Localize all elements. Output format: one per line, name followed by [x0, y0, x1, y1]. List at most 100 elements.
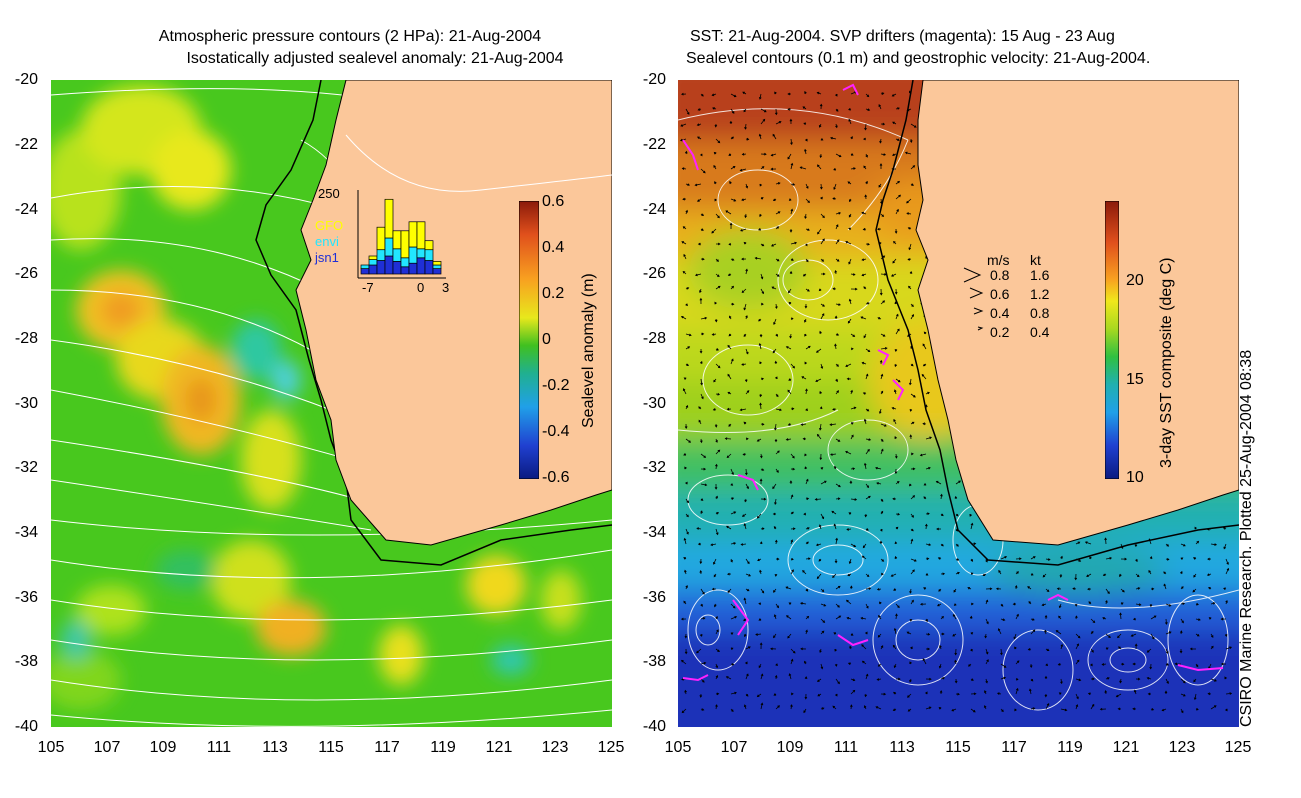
velocity-arrow [745, 137, 750, 141]
velocity-arrow [865, 587, 872, 590]
velocity-arrow [850, 467, 856, 471]
velocity-arrow [894, 468, 898, 475]
inset-bar [368, 259, 378, 266]
velocity-arrow [820, 618, 826, 623]
velocity-arrow [788, 602, 792, 605]
velocity-arrow [1117, 707, 1122, 711]
velocity-arrow [1042, 573, 1047, 578]
right-xtick: 117 [1001, 739, 1027, 756]
velocity-arrow [880, 347, 888, 350]
velocity-arrow [728, 423, 732, 427]
velocity-arrow [743, 597, 747, 605]
velocity-arrow [861, 660, 867, 665]
velocity-arrow [774, 573, 778, 577]
left-ytick: -20 [14, 71, 38, 88]
velocity-arrow [790, 467, 796, 471]
velocity-arrow [833, 168, 837, 171]
left-ytick: -24 [14, 201, 38, 218]
velocity-arrow [938, 588, 942, 592]
inset-bar [408, 262, 418, 275]
velocity-arrow [1165, 663, 1170, 666]
velocity-arrow [696, 123, 702, 126]
left-ytick: -26 [14, 265, 38, 282]
velocity-arrow [1000, 556, 1008, 560]
velocity-arrow [835, 333, 840, 336]
velocity-arrow [923, 331, 927, 335]
velocity-arrow [955, 543, 959, 547]
velocity-arrow [1223, 543, 1227, 550]
velocity-arrow [862, 392, 867, 395]
velocity-arrow [790, 317, 794, 321]
velocity-arrow [863, 418, 867, 425]
velocity-arrow [970, 678, 974, 681]
velocity-arrow [1015, 613, 1019, 620]
velocity-arrow [743, 241, 747, 245]
velocity-arrow [804, 361, 807, 365]
velocity-arrow [790, 162, 794, 170]
velocity-arrow [850, 422, 854, 425]
velocity-arrow [1074, 573, 1078, 581]
velocity-arrow [833, 523, 837, 530]
velocity-arrow [760, 673, 764, 680]
velocity-arrow [926, 647, 931, 651]
velocity-arrow [1087, 587, 1092, 591]
velocity-arrow [760, 497, 767, 501]
velocity-arrow [1000, 663, 1007, 668]
velocity-arrow [907, 693, 912, 698]
velocity-arrow [1000, 708, 1004, 713]
velocity-arrow [1045, 648, 1050, 651]
velocity-arrow [996, 692, 1002, 695]
velocity-arrow [1015, 687, 1019, 695]
velocity-arrow [773, 693, 777, 696]
velocity-arrow [1120, 557, 1128, 561]
velocity-arrow [880, 122, 886, 126]
velocity-arrow [850, 498, 858, 501]
velocity-arrow [1045, 663, 1049, 667]
velocity-arrow [937, 557, 942, 560]
velocity-arrow [938, 707, 942, 710]
velocity-arrow [850, 167, 856, 170]
velocity-arrow [696, 527, 702, 530]
inset-legend-jsn1: jsn1 [315, 250, 339, 265]
velocity-arrow [1207, 557, 1212, 561]
velocity-arrow [758, 318, 762, 322]
right-ytick: -36 [642, 589, 666, 606]
velocity-arrow [865, 603, 869, 609]
velocity-arrow [730, 691, 737, 695]
velocity-arrow [820, 313, 825, 320]
velocity-arrow [1027, 586, 1032, 590]
velocity-arrow [865, 448, 870, 455]
velocity-arrow [697, 136, 702, 140]
velocity-arrow [788, 198, 792, 201]
velocity-arrow [880, 213, 885, 218]
velocity-arrow [805, 228, 810, 231]
velocity-arrow [907, 708, 912, 712]
velocity-arrow [741, 198, 747, 202]
right-ytick: -38 [642, 653, 666, 670]
left-xtick: 119 [430, 739, 456, 756]
velocity-arrow [909, 588, 912, 594]
velocity-arrow [775, 393, 779, 398]
velocity-arrow [682, 388, 687, 395]
velocity-arrow [820, 707, 825, 710]
velocity-arrow [863, 137, 867, 141]
velocity-arrow [700, 168, 706, 174]
velocity-arrow [1135, 558, 1138, 563]
velocity-arrow [803, 122, 807, 126]
velocity-arrow [805, 138, 808, 142]
velocity-arrow [1072, 587, 1077, 591]
velocity-arrow [714, 603, 717, 608]
inset-xtick-zero: 0 [417, 280, 425, 295]
velocity-arrow [743, 303, 747, 311]
velocity-arrow [845, 599, 852, 605]
velocity-arrow [741, 288, 747, 294]
velocity-arrow [880, 558, 885, 562]
velocity-arrow [684, 466, 687, 470]
inset-bar [392, 248, 402, 262]
velocity-arrow [1030, 678, 1034, 682]
velocity-arrow [894, 348, 898, 352]
velocity-arrow [923, 587, 927, 590]
velocity-arrow [1180, 708, 1184, 714]
velocity-arrow [713, 151, 717, 155]
velocity-arrow [743, 523, 747, 530]
